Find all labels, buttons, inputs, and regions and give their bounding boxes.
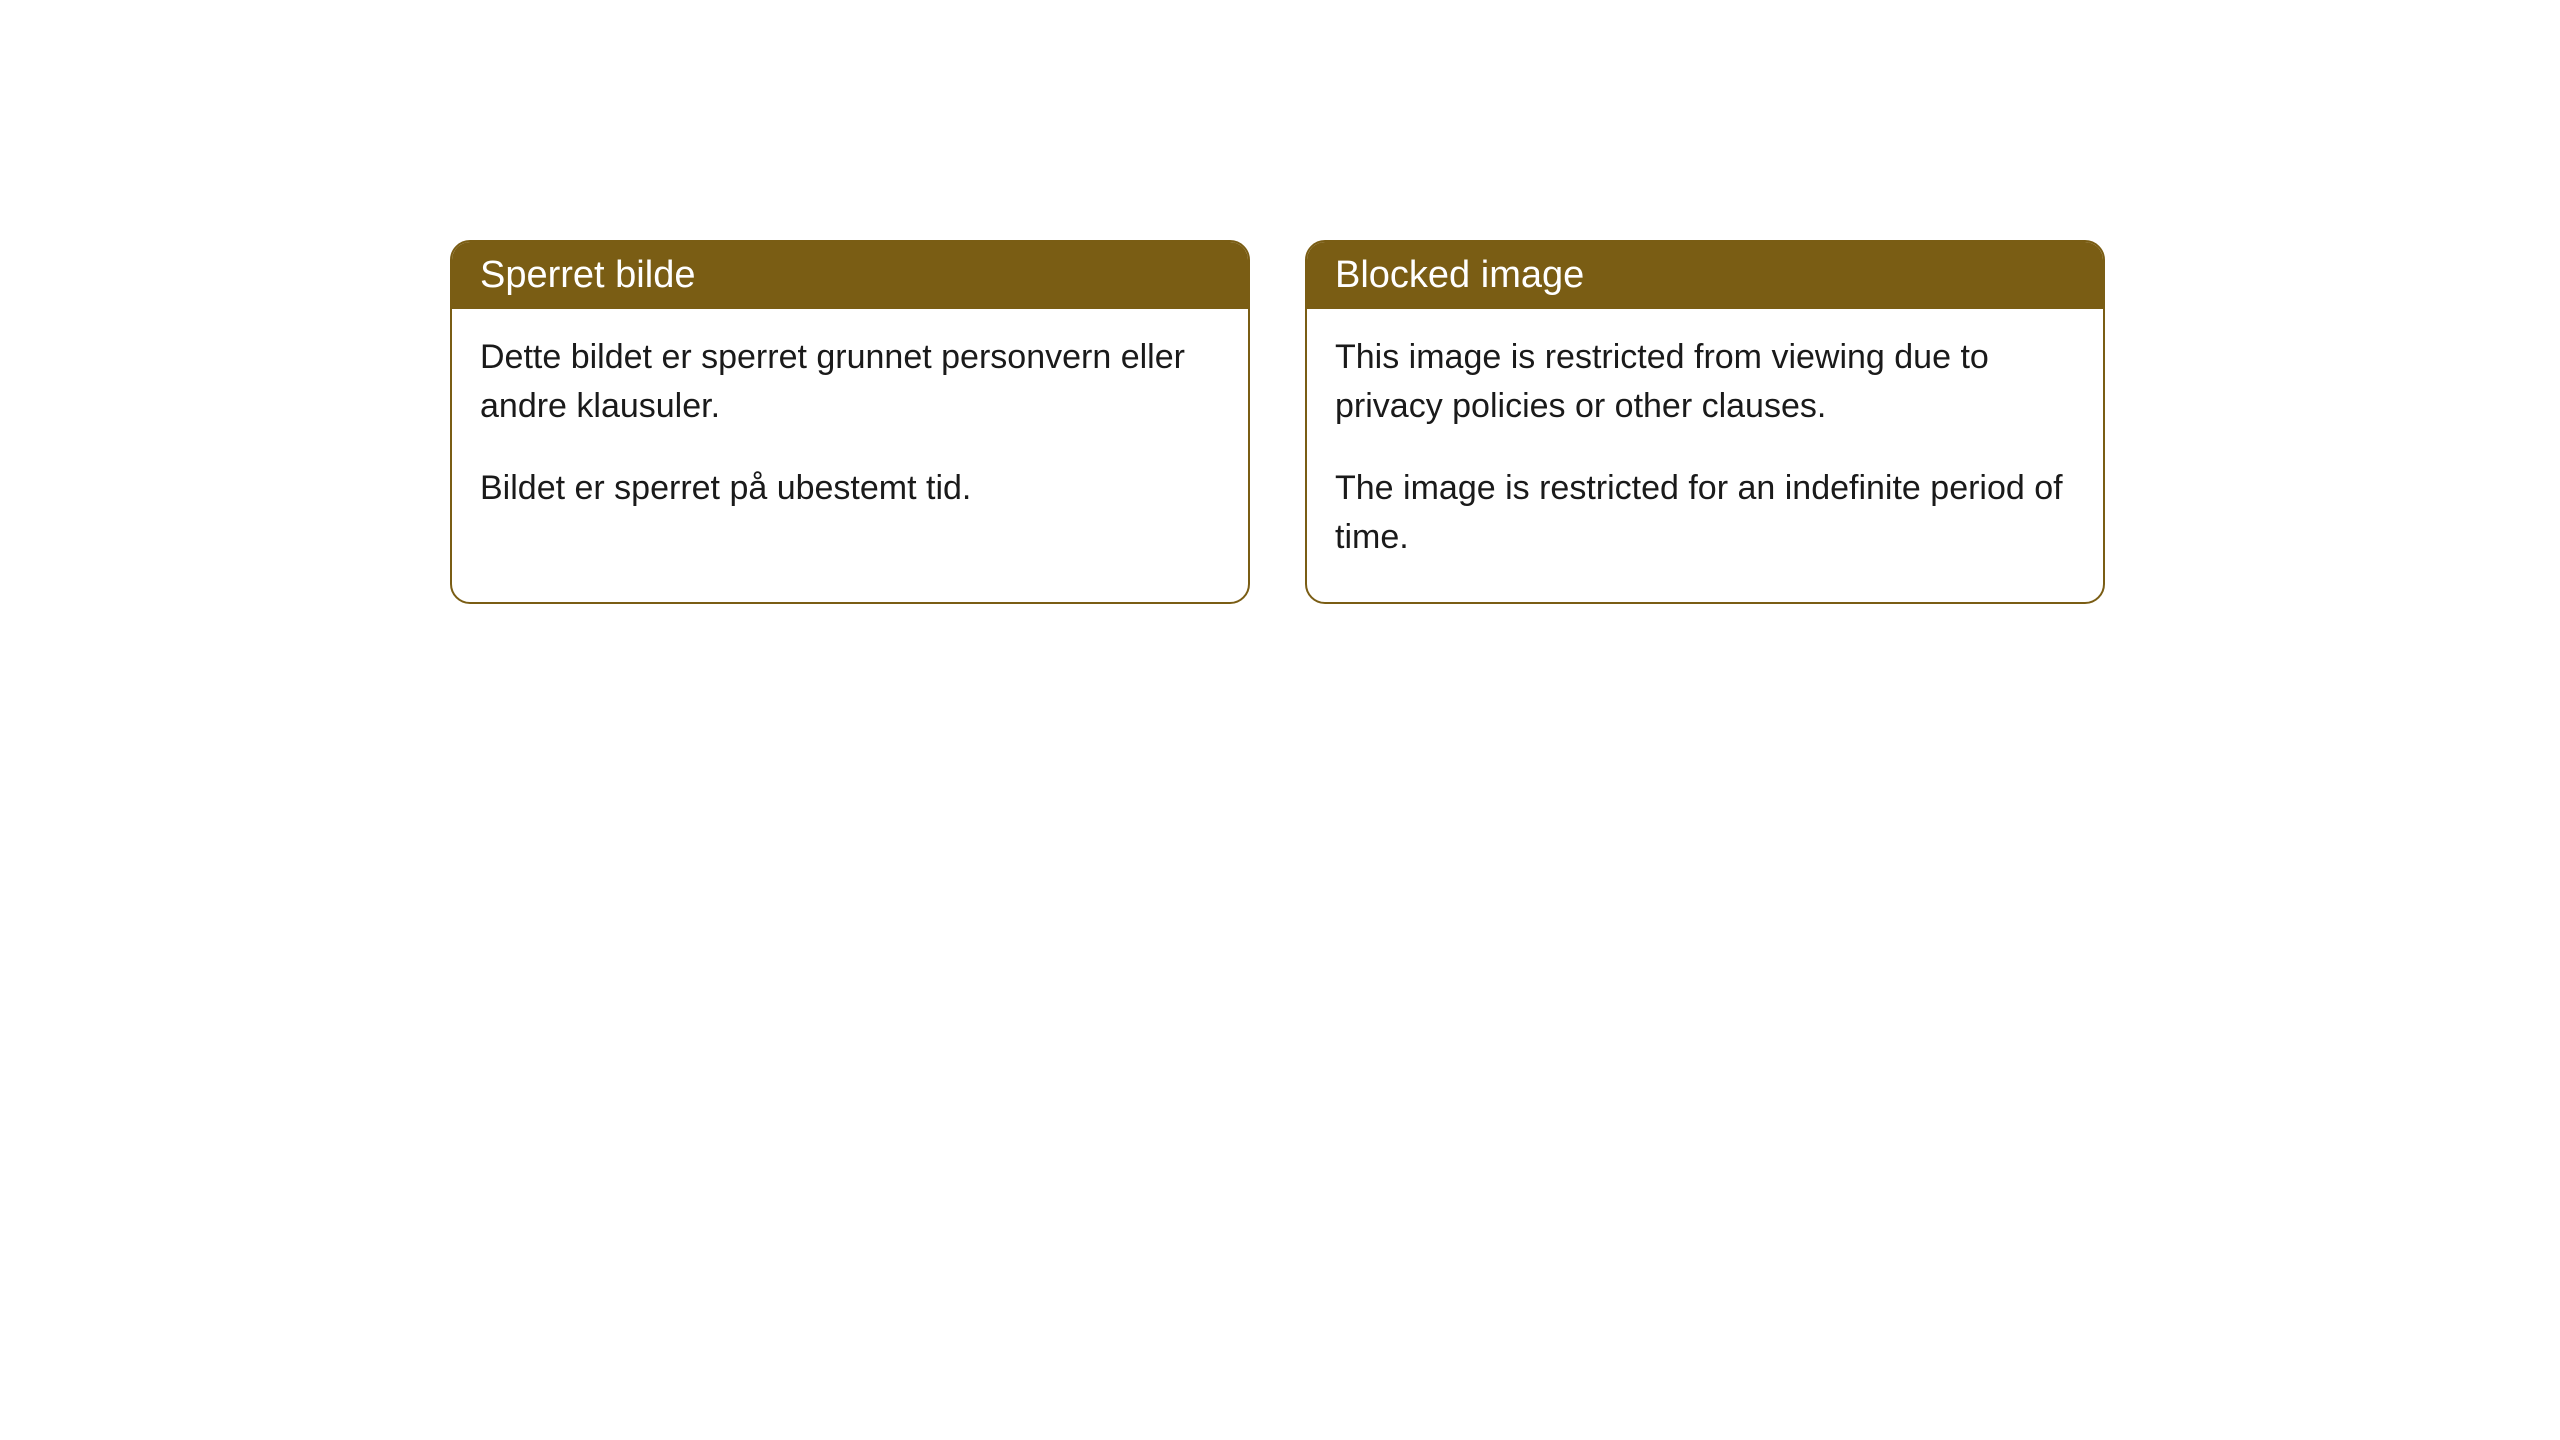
notice-card-norwegian: Sperret bilde Dette bildet er sperret gr… [450,240,1250,604]
card-header: Blocked image [1307,242,2103,309]
card-title: Blocked image [1335,254,1584,296]
card-paragraph-2: Bildet er sperret på ubestemt tid. [480,464,1220,513]
card-body: Dette bildet er sperret grunnet personve… [452,309,1248,553]
card-body: This image is restricted from viewing du… [1307,309,2103,602]
card-title: Sperret bilde [480,254,695,296]
card-paragraph-1: Dette bildet er sperret grunnet personve… [480,333,1220,432]
card-paragraph-2: The image is restricted for an indefinit… [1335,464,2075,563]
card-header: Sperret bilde [452,242,1248,309]
card-paragraph-1: This image is restricted from viewing du… [1335,333,2075,432]
notice-card-english: Blocked image This image is restricted f… [1305,240,2105,604]
notice-container: Sperret bilde Dette bildet er sperret gr… [0,0,2560,604]
